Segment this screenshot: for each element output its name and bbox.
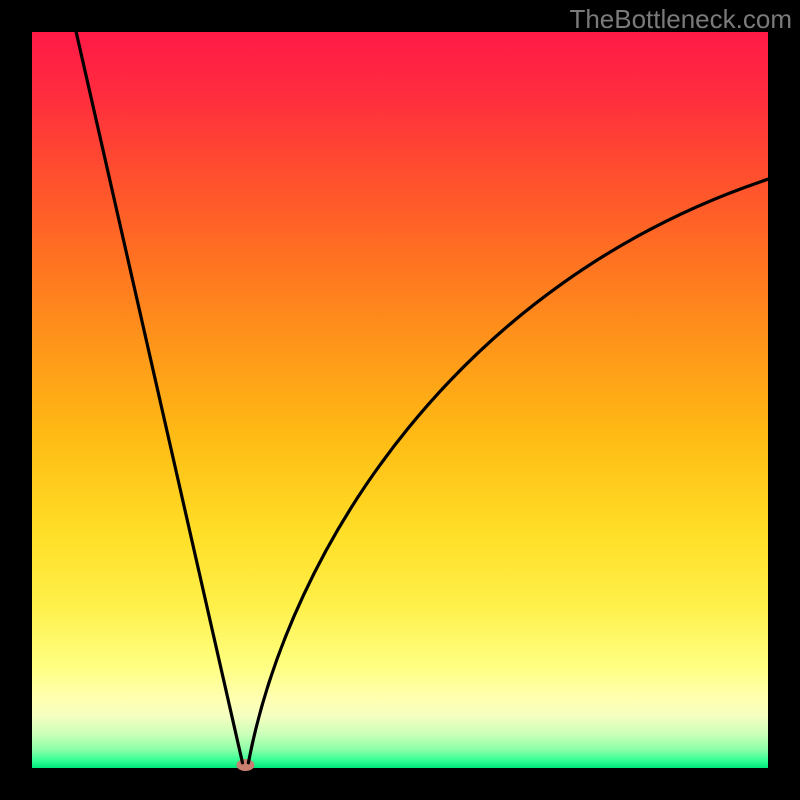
chart-stage: TheBottleneck.com — [0, 0, 800, 800]
watermark-text: TheBottleneck.com — [569, 4, 792, 35]
bottleneck-curve-left-branch — [76, 32, 242, 763]
bottleneck-curve-right-branch — [248, 179, 768, 763]
curve-layer — [0, 0, 800, 800]
minimum-marker — [236, 759, 254, 771]
